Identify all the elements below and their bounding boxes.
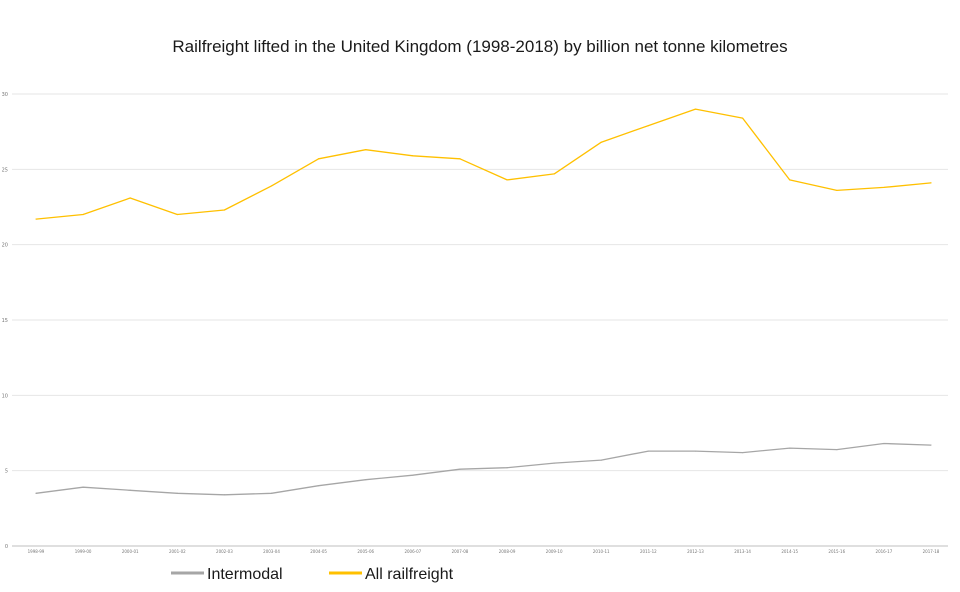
data-point: [789, 447, 791, 449]
y-tick-label: 0: [5, 544, 8, 550]
data-point: [694, 450, 697, 452]
data-point: [883, 442, 885, 445]
x-tick-label: 1998-99: [28, 549, 45, 554]
y-tick-label: 5: [5, 469, 8, 475]
data-point: [223, 494, 226, 496]
data-point: [270, 185, 273, 187]
data-point: [647, 450, 649, 452]
data-point: [883, 186, 885, 189]
series-line-all-railfreight: [35, 108, 932, 220]
x-tick-label: 2003-04: [263, 549, 280, 554]
data-point: [412, 474, 414, 476]
data-point: [176, 492, 178, 494]
data-point: [506, 467, 508, 469]
data-point: [741, 117, 744, 119]
series-line-intermodal: [35, 442, 932, 496]
data-point: [694, 108, 697, 110]
chart-title: Railfreight lifted in the United Kingdom…: [172, 37, 787, 56]
y-tick-label: 10: [2, 393, 8, 399]
series-lines: [35, 108, 932, 496]
data-point: [647, 125, 649, 127]
data-point: [789, 179, 791, 181]
data-point: [365, 479, 367, 481]
legend: Intermodal All railfreight: [171, 566, 454, 583]
data-point: [930, 182, 932, 184]
x-tick-label: 2015-16: [828, 549, 845, 554]
data-point: [553, 173, 555, 175]
data-point: [129, 197, 131, 199]
x-tick-label: 2006-07: [404, 549, 421, 554]
x-tick-label: 2010-11: [593, 549, 610, 554]
x-tick-label: 2012-13: [687, 549, 704, 554]
data-point: [600, 459, 602, 461]
data-point: [836, 189, 838, 192]
data-point: [35, 492, 37, 494]
data-point: [459, 158, 461, 160]
x-tick-label: 2002-03: [216, 549, 233, 554]
data-point: [270, 492, 273, 494]
data-point: [223, 209, 226, 211]
data-point: [506, 179, 508, 181]
data-point: [82, 213, 84, 216]
data-point: [365, 149, 367, 151]
x-tick-label: 2009-10: [546, 549, 563, 554]
x-tick-label: 2004-05: [310, 549, 327, 554]
y-tick-label: 20: [2, 243, 8, 249]
data-point: [459, 468, 461, 470]
x-tick-label: 2000-01: [122, 549, 139, 554]
x-tick-label: 2011-12: [640, 549, 657, 554]
data-point: [836, 448, 838, 451]
data-point: [600, 141, 602, 143]
x-tick-label: 2016-17: [876, 549, 893, 554]
data-point: [176, 213, 178, 216]
y-tick-label: 30: [2, 92, 8, 98]
data-point: [35, 218, 37, 220]
y-tick-label: 25: [2, 167, 8, 173]
legend-label: Intermodal: [207, 566, 283, 583]
data-point: [930, 444, 932, 446]
x-tick-label: 2013-14: [734, 549, 751, 554]
data-point: [412, 155, 414, 157]
x-tick-label: 1999-00: [75, 549, 92, 554]
y-axis-ticks: 0 5 10 15 20 25 30: [2, 92, 8, 550]
x-tick-label: 2014-15: [781, 549, 798, 554]
x-tick-label: 2001-02: [169, 549, 186, 554]
data-point: [82, 486, 84, 488]
data-point: [318, 158, 320, 160]
data-point: [741, 451, 744, 454]
x-tick-label: 2005-06: [357, 549, 374, 554]
data-point: [318, 485, 320, 487]
data-point: [553, 462, 555, 464]
data-point: [129, 489, 131, 491]
x-tick-label: 2017-18: [923, 549, 940, 554]
x-tick-label: 2008-09: [499, 549, 516, 554]
x-tick-label: 2007-08: [452, 549, 469, 554]
y-tick-label: 15: [2, 318, 8, 324]
gridlines: [12, 93, 948, 547]
legend-label: All railfreight: [365, 566, 454, 583]
x-axis-ticks: 1998-99 1999-00 2000-01 2001-02 2002-03 2003-…: [28, 549, 940, 554]
